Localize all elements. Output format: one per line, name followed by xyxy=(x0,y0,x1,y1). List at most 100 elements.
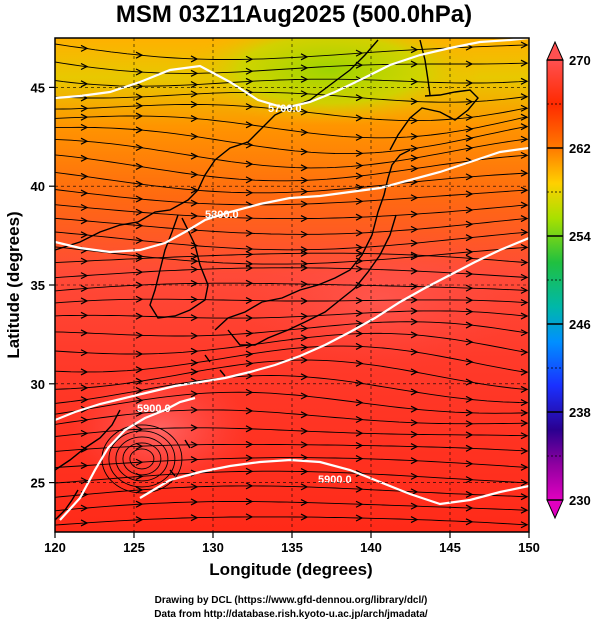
streamline-arrow xyxy=(410,132,419,141)
streamline-arrow xyxy=(520,123,529,131)
streamline-arrow xyxy=(520,41,529,49)
streamline-arrow xyxy=(190,100,199,109)
streamline-arrow xyxy=(80,137,89,145)
streamline-arrow xyxy=(190,424,199,432)
streamline-arrow xyxy=(300,148,309,156)
streamline-arrow xyxy=(300,200,309,208)
streamline-arrow xyxy=(245,264,254,272)
streamline-arrow xyxy=(300,249,309,257)
streamline-arrow xyxy=(80,113,89,121)
streamline-arrow xyxy=(520,169,529,177)
contour-5900-c xyxy=(139,458,529,506)
streamline-arrow xyxy=(190,332,199,340)
contour-label-5700: 5700.0 xyxy=(268,103,302,115)
streamline-arrow xyxy=(465,358,474,366)
streamline-arrow xyxy=(465,206,474,214)
streamline-arrow xyxy=(135,195,144,203)
streamline-arrow xyxy=(135,331,144,339)
cool-region xyxy=(180,38,480,125)
streamline-arrow xyxy=(355,309,364,317)
streamline-arrow xyxy=(190,347,199,355)
streamline-arrow xyxy=(300,334,309,342)
streamline-arrow xyxy=(135,458,144,466)
streamline-arrow xyxy=(520,368,529,376)
map-title: MSM 03Z11Aug2025 (500.0hPa) xyxy=(116,1,472,28)
x-axis-ticks: 120 125 130 135 140 145 150 xyxy=(44,532,540,555)
streamline-arrow xyxy=(80,284,89,292)
y-axis-ticks: 25 30 35 40 45 xyxy=(31,80,55,491)
streamline-arrow xyxy=(135,162,144,170)
streamline-arrow xyxy=(355,265,364,273)
streamline-arrow xyxy=(465,234,474,242)
streamline xyxy=(55,501,528,512)
streamline-arrow xyxy=(300,343,309,352)
streamline-arrow xyxy=(410,267,419,275)
streamline-arrow xyxy=(245,372,254,380)
streamline-arrow xyxy=(190,132,199,141)
streamline-arrow xyxy=(465,420,474,428)
streamline-arrow xyxy=(520,409,529,417)
streamline-arrow xyxy=(190,115,199,123)
streamline xyxy=(55,391,528,415)
streamline-arrow xyxy=(410,46,419,54)
streamline-arrow xyxy=(245,245,254,253)
streamline-arrow xyxy=(465,125,474,133)
streamline-arrow xyxy=(135,51,144,59)
streamline-arrow xyxy=(410,457,419,465)
streamline-arrow xyxy=(245,160,254,168)
streamline-arrow xyxy=(245,214,254,222)
streamline-arrow xyxy=(410,368,419,376)
colorbar-label: 262 xyxy=(569,141,591,156)
x-axis-label: Longitude (degrees) xyxy=(209,560,372,579)
colorbar-ticks: 270 262 254 246 238 230 xyxy=(547,53,591,508)
streamline-arrow xyxy=(80,257,89,265)
streamline-arrow xyxy=(80,504,89,512)
x-tick-label: 125 xyxy=(123,540,145,555)
streamline-arrow xyxy=(300,297,309,305)
contour-label-5800: 5800.0 xyxy=(205,209,239,221)
streamline-arrow xyxy=(245,250,254,258)
geopotential-contours xyxy=(55,38,529,521)
streamline-arrow xyxy=(465,134,474,142)
streamline-arrow xyxy=(355,197,364,205)
streamline-arrow xyxy=(355,249,364,257)
streamline-arrow xyxy=(520,432,529,440)
streamline-arrow xyxy=(465,113,474,121)
streamline xyxy=(55,125,528,155)
streamline-arrow xyxy=(300,324,309,332)
streamline-arrow xyxy=(80,519,89,527)
streamline-arrow xyxy=(80,429,89,437)
x-tick-label: 145 xyxy=(439,540,461,555)
streamline-arrow xyxy=(465,338,474,346)
streamline-arrow xyxy=(410,502,419,510)
streamline xyxy=(55,516,528,526)
streamline-arrow xyxy=(520,463,529,471)
streamline-arrow xyxy=(135,350,144,358)
streamline-arrow xyxy=(465,173,474,181)
streamline-arrow xyxy=(300,176,309,184)
streamline-arrow xyxy=(80,462,89,470)
streamline-arrow xyxy=(355,379,364,387)
streamline-arrow xyxy=(355,183,364,191)
colorbar-label: 230 xyxy=(569,493,591,508)
streamline-arrow xyxy=(135,102,144,110)
streamline-arrow xyxy=(80,172,89,180)
streamline-arrow xyxy=(465,431,474,439)
wind-streamlines xyxy=(55,41,529,529)
streamline-arrow xyxy=(410,388,419,396)
streamline-arrow xyxy=(135,312,144,320)
streamline-arrow xyxy=(355,469,364,477)
streamline-arrow xyxy=(520,113,529,121)
contour-5700 xyxy=(55,38,529,110)
streamline-arrow xyxy=(465,79,474,87)
streamline-arrow xyxy=(80,44,89,52)
streamline-arrow xyxy=(520,399,529,407)
streamline-arrow xyxy=(410,60,419,68)
streamline-arrow xyxy=(520,385,529,393)
streamline-arrow xyxy=(465,490,474,498)
streamline-arrow xyxy=(135,143,144,152)
streamline-arrow xyxy=(190,295,199,304)
vortex-ring xyxy=(108,430,176,488)
streamline-arrow xyxy=(520,135,529,143)
graticule xyxy=(55,38,529,532)
